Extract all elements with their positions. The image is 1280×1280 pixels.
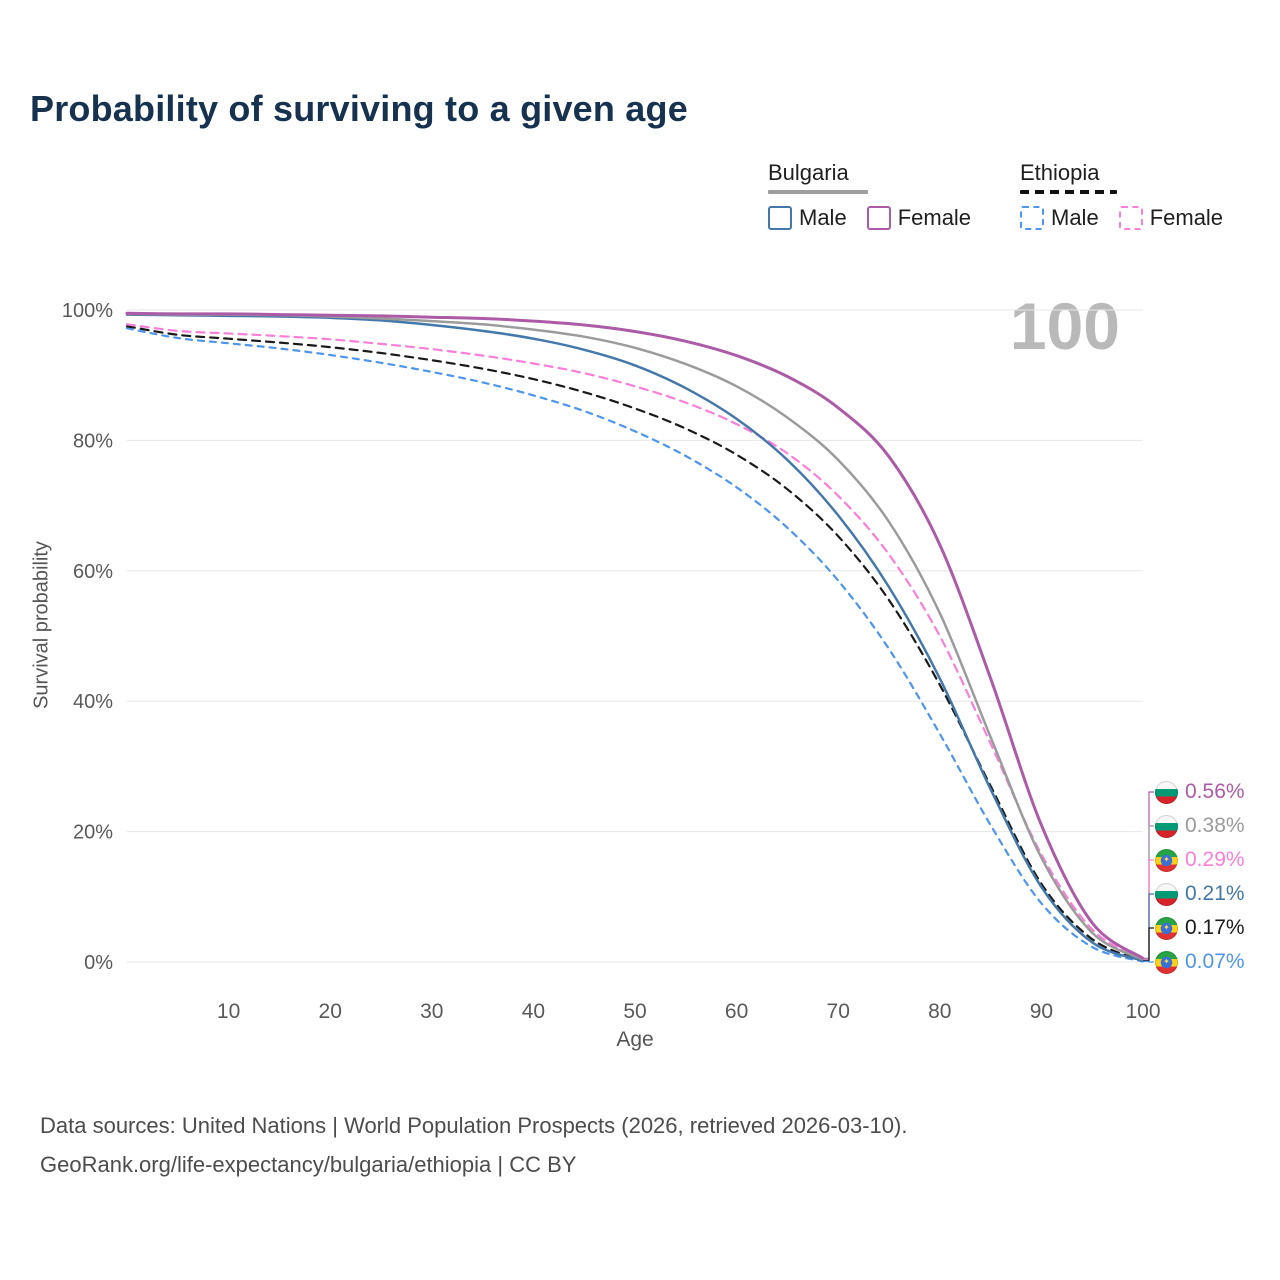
- legend-ethiopia-items: Male Female: [1020, 205, 1223, 231]
- end-label-row-2: ✦ 0.29%: [1155, 843, 1245, 877]
- legend-ethiopia-male-swatch[interactable]: [1020, 206, 1044, 230]
- legend-ethiopia-male[interactable]: Male: [1020, 205, 1099, 231]
- ethiopia-star-icon: ✦: [1163, 957, 1170, 966]
- series-ethiopia-female: [125, 323, 1145, 962]
- legend-bulgaria-female-swatch[interactable]: [866, 206, 891, 230]
- legend-ethiopia-female-label[interactable]: Female: [1149, 205, 1224, 230]
- legend-ethiopia-label[interactable]: Ethiopia: [1020, 160, 1100, 185]
- x-tick-label: 80: [928, 1000, 951, 1023]
- legend-bulgaria-female-label[interactable]: Female: [897, 205, 972, 230]
- end-label-row-4: ✦ 0.17%: [1155, 911, 1245, 945]
- legend-ethiopia-female-swatch[interactable]: [1118, 206, 1143, 230]
- end-label-value: 0.17%: [1185, 916, 1245, 939]
- attribution-line[interactable]: GeoRank.org/life-expectancy/bulgaria/eth…: [40, 1152, 577, 1177]
- survival-probability-chart: 0% 20% 40% 60% 80% 100% 10 20 30 40 50 60 70 80 90 100: [62, 300, 1161, 1023]
- legend-ethiopia-female[interactable]: Female: [1118, 205, 1224, 231]
- legend-bulgaria-male-swatch[interactable]: [768, 206, 792, 230]
- y-tick-label: 0%: [84, 952, 113, 974]
- end-label-row-1: 0.38%: [1155, 809, 1245, 843]
- y-tick-label: 80%: [73, 430, 113, 452]
- end-label-row-3: 0.21%: [1155, 877, 1245, 911]
- legend-group-ethiopia: Ethiopia Male Female: [1020, 160, 1223, 231]
- end-label-value: 0.29%: [1185, 848, 1245, 871]
- legend-bulgaria-male[interactable]: Male: [768, 205, 847, 231]
- x-tick-label: 70: [827, 1000, 850, 1023]
- legend-bulgaria-underline: [768, 190, 868, 194]
- end-label-row-5: ✦ 0.07%: [1155, 945, 1245, 979]
- bulgaria-flag-icon: [1155, 882, 1178, 906]
- age-watermark: 100: [1009, 289, 1120, 363]
- x-tick-label: 20: [319, 1000, 342, 1023]
- end-label-row-0: 0.56%: [1155, 775, 1245, 809]
- data-sources-line: Data sources: United Nations | World Pop…: [40, 1113, 908, 1138]
- bulgaria-flag-icon: [1155, 814, 1178, 838]
- legend-bulgaria-male-label[interactable]: Male: [799, 205, 847, 230]
- end-label-value: 0.21%: [1185, 882, 1245, 905]
- ethiopia-star-icon: ✦: [1163, 855, 1170, 864]
- end-label-value: 0.56%: [1185, 780, 1245, 803]
- legend-ethiopia-underline: [1020, 190, 1117, 194]
- ethiopia-flag-icon: ✦: [1155, 916, 1178, 940]
- ethiopia-star-icon: ✦: [1163, 923, 1170, 932]
- end-label-connector: [1143, 960, 1154, 963]
- x-tick-label: 30: [420, 1000, 443, 1023]
- end-label-value: 0.38%: [1185, 814, 1245, 837]
- x-tick-label: 40: [522, 1000, 545, 1023]
- ethiopia-flag-icon: ✦: [1155, 848, 1178, 872]
- bulgaria-flag-icon: [1155, 780, 1178, 804]
- x-tick-label: 90: [1030, 1000, 1053, 1023]
- y-tick-label: 60%: [73, 561, 113, 583]
- ethiopia-flag-icon: ✦: [1155, 950, 1178, 974]
- footer: Data sources: United Nations | World Pop…: [40, 1106, 907, 1184]
- legend-bulgaria-label[interactable]: Bulgaria: [768, 160, 849, 185]
- legend-group-bulgaria: Bulgaria Male Female: [768, 160, 971, 231]
- y-tick-label: 100%: [62, 300, 113, 322]
- series-bulgaria-female: [125, 311, 1145, 960]
- series-bulgaria-male: [125, 313, 1145, 962]
- x-axis-title: Age: [616, 1028, 654, 1051]
- end-label-connector: [1143, 927, 1154, 962]
- legend-ethiopia-male-label[interactable]: Male: [1051, 205, 1099, 230]
- series-ethiopia-male: [125, 327, 1145, 963]
- series-ethiopia-total: [125, 325, 1145, 962]
- x-tick-label: 50: [623, 1000, 646, 1023]
- end-label-value: 0.07%: [1185, 950, 1245, 973]
- x-tick-label: 100: [1125, 1000, 1160, 1023]
- y-tick-label: 40%: [73, 691, 113, 713]
- x-tick-label: 60: [725, 1000, 748, 1023]
- x-tick-label: 10: [217, 1000, 240, 1023]
- page-title: Probability of surviving to a given age: [30, 88, 688, 129]
- series-bulgaria-total: [125, 312, 1145, 961]
- legend-bulgaria-items: Male Female: [768, 205, 971, 231]
- end-labels: 0.56% 0.38% ✦ 0.29% 0.21% ✦ 0.17% ✦ 0.07…: [1155, 0, 1280, 1000]
- y-tick-label: 20%: [73, 822, 113, 844]
- legend-bulgaria-female[interactable]: Female: [866, 205, 972, 231]
